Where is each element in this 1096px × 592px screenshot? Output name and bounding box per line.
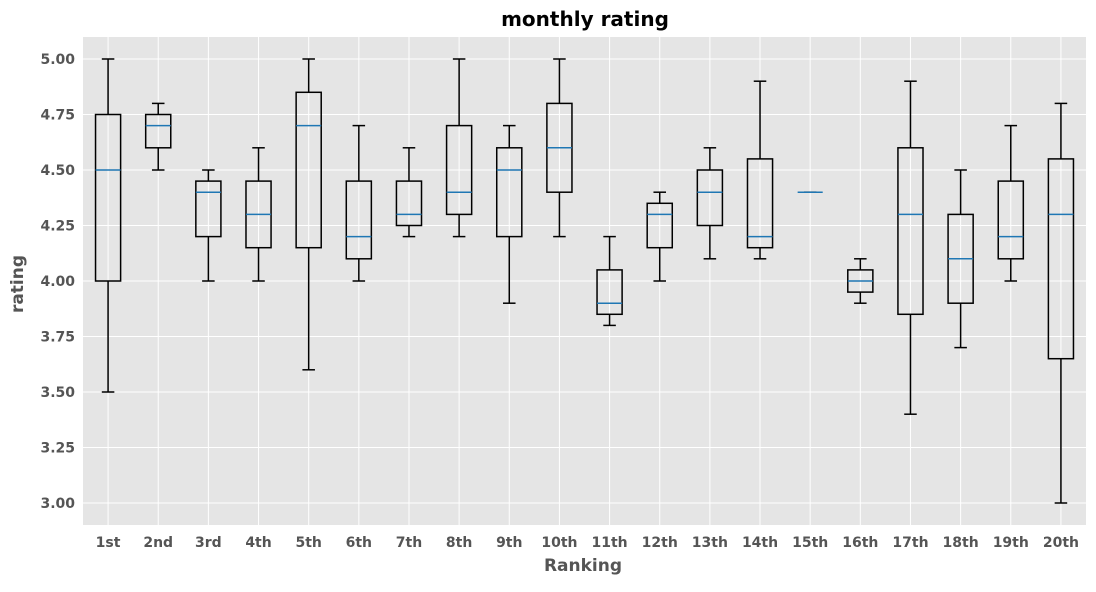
x-tick-label: 12th <box>642 535 678 551</box>
box-16th <box>847 258 874 304</box>
x-tick-labels: 1st 2nd 3rd 4th 5th 6th 7th 8th 9th 10th 11th 12th 1… <box>96 535 1079 551</box>
box-body <box>696 169 724 227</box>
box-9th <box>495 124 523 304</box>
box-1st <box>94 58 122 393</box>
x-tick-label: 11th <box>591 535 627 551</box>
chart-title: monthly rating <box>501 7 669 31</box>
box-3rd <box>195 169 222 282</box>
x-tick-label: 2nd <box>143 535 173 551</box>
x-tick-label: 15th <box>792 535 828 551</box>
y-tick-label: 3.50 <box>40 385 75 401</box>
x-tick-label: 17th <box>892 535 928 551</box>
box-body <box>295 91 322 249</box>
box-12th <box>646 191 674 282</box>
x-tick-label: 1st <box>96 535 121 551</box>
x-tick-label: 14th <box>742 535 778 551</box>
box-body <box>646 202 674 249</box>
y-tick-label: 3.25 <box>40 441 75 457</box>
y-tick-label: 3.00 <box>40 496 75 512</box>
y-tick-label: 4.00 <box>40 274 75 290</box>
box-17th <box>897 80 924 415</box>
x-tick-label: 18th <box>943 535 979 551</box>
x-tick-label: 19th <box>993 535 1029 551</box>
x-tick-label: 20th <box>1043 535 1079 551</box>
x-tick-label: 10th <box>541 535 577 551</box>
y-tick-label: 4.75 <box>40 108 75 124</box>
box-8th <box>445 58 473 238</box>
y-tick-label: 5.00 <box>40 52 75 68</box>
box-body <box>495 147 523 238</box>
x-tick-label: 4th <box>245 535 271 551</box>
box-6th <box>345 124 373 282</box>
box-body <box>445 124 473 216</box>
box-19th <box>997 124 1025 282</box>
box-body <box>746 158 774 249</box>
box-11th <box>596 235 623 327</box>
box-body <box>997 180 1025 260</box>
box-body <box>395 180 423 227</box>
box-body <box>94 113 122 282</box>
x-axis-label: Ranking <box>544 556 622 576</box>
y-tick-labels: 3.00 3.25 3.50 3.75 4.00 4.25 4.50 4.75 5.00 <box>40 52 75 512</box>
box-series <box>94 58 1075 504</box>
box-body <box>1047 158 1075 360</box>
box-10th <box>546 58 573 238</box>
box-20th <box>1047 102 1075 504</box>
x-tick-label: 13th <box>692 535 728 551</box>
box-body <box>596 269 623 316</box>
x-tick-label: 7th <box>396 535 422 551</box>
y-tick-label: 4.50 <box>40 163 75 179</box>
box-body <box>195 180 222 238</box>
y-tick-label: 3.75 <box>40 330 75 346</box>
box-4th <box>245 147 272 282</box>
box-13th <box>696 147 724 260</box>
x-tick-label: 3rd <box>195 535 222 551</box>
box-18th <box>947 169 974 349</box>
box-body <box>345 180 373 260</box>
box-2nd <box>144 102 172 171</box>
x-tick-label: 5th <box>295 535 321 551</box>
x-tick-label: 9th <box>496 535 522 551</box>
box-body <box>144 113 172 149</box>
y-axis-label: rating <box>8 255 28 313</box>
x-tick-label: 6th <box>346 535 372 551</box>
box-5th <box>295 58 322 371</box>
box-body <box>897 147 924 316</box>
box-14th <box>746 80 774 260</box>
y-tick-label: 4.25 <box>40 219 75 235</box>
x-tick-label: 16th <box>842 535 878 551</box>
x-tick-label: 8th <box>446 535 472 551</box>
box-7th <box>395 147 423 238</box>
